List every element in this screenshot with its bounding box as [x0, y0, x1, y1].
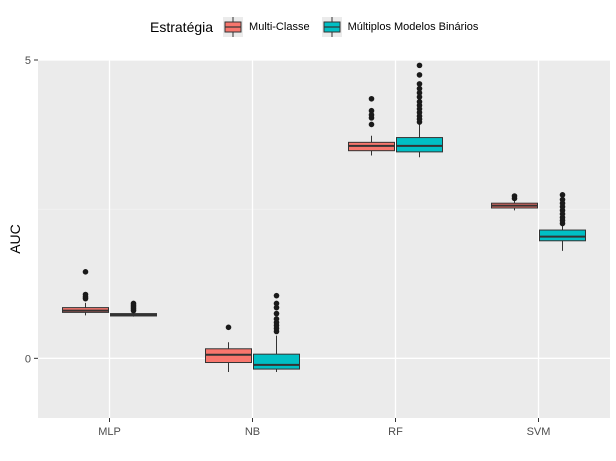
outlier-point	[273, 292, 280, 299]
outlier-point	[416, 72, 423, 78]
outlier-point	[368, 121, 375, 128]
legend-key-multi-classe	[223, 17, 244, 37]
y-tick-label: 5	[25, 55, 31, 67]
outlier-point	[416, 62, 423, 69]
outlier-point	[368, 112, 375, 118]
box-mlp-multi-classe	[62, 269, 109, 316]
outlier-point	[416, 94, 423, 100]
outlier-point	[82, 269, 89, 275]
box-rf-multiplos-modelos	[396, 62, 443, 158]
outlier-point	[416, 85, 423, 92]
box-nb-multi-classe	[205, 324, 252, 373]
axes: 0 5 MLP NB RF SVM	[25, 55, 551, 438]
outlier-point	[416, 98, 423, 105]
outlier-point	[368, 95, 375, 102]
box-iqr	[396, 137, 443, 153]
outlier-point	[225, 324, 232, 331]
box-iqr	[253, 353, 300, 370]
outlier-point	[368, 107, 375, 114]
box-mlp-multiplos-modelos	[110, 300, 157, 317]
legend-key-multiplos-modelos	[321, 17, 342, 37]
legend-title: Estratégia	[150, 19, 214, 35]
outlier-point	[416, 90, 423, 96]
outlier-point	[416, 81, 423, 87]
y-tick-label: 0	[25, 353, 31, 365]
box-svm-multi-classe	[491, 193, 538, 211]
legend-item-multiplos-modelos: Múltiplos Modelos Binários	[321, 17, 479, 37]
legend-label-multi-classe: Multi-Classe	[249, 21, 310, 33]
box-marks	[62, 62, 586, 373]
box-rf-multi-classe	[348, 95, 395, 156]
outlier-point	[130, 300, 137, 307]
x-tick-label: SVM	[527, 426, 551, 438]
outlier-point	[82, 291, 89, 298]
x-tick-label: RF	[388, 426, 403, 438]
outlier-point	[273, 310, 280, 317]
plot-panel	[38, 60, 610, 418]
outlier-point	[273, 300, 280, 307]
outlier-point	[559, 196, 566, 203]
outlier-point	[273, 316, 280, 322]
legend-item-multi-classe: Multi-Classe	[223, 17, 310, 37]
outlier-point	[559, 192, 566, 198]
legend-label-multiplos-modelos: Múltiplos Modelos Binários	[347, 21, 479, 33]
outlier-point	[273, 304, 280, 311]
y-axis-label: AUC	[7, 224, 23, 254]
box-svm-multiplos-modelos	[539, 192, 586, 251]
legend: Estratégia Multi-Classe Múltiplos Modelo…	[150, 16, 490, 38]
x-tick-label: NB	[245, 426, 260, 438]
x-tick-label: MLP	[98, 426, 121, 438]
box-iqr	[539, 229, 586, 242]
outlier-point	[511, 193, 518, 199]
box-nb-multiplos-modelos	[253, 292, 300, 373]
